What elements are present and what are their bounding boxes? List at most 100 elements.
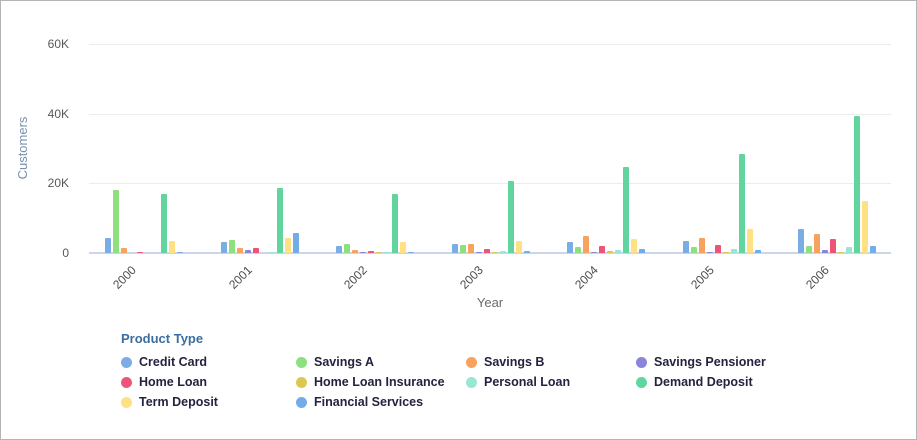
legend-swatch-icon bbox=[466, 356, 477, 368]
legend-item-home-loan[interactable]: Home Loan bbox=[121, 375, 296, 389]
bar-home-loan-2003 bbox=[483, 248, 490, 253]
legend-item-demand-deposit[interactable]: Demand Deposit bbox=[636, 375, 826, 389]
bar-demand-deposit-2006 bbox=[854, 116, 860, 253]
bar-personal-loan-2005 bbox=[730, 248, 737, 253]
legend-item-credit-card[interactable]: Credit Card bbox=[121, 355, 296, 369]
bar-personal-loan-2002 bbox=[384, 252, 390, 253]
bar-savings-b-2003 bbox=[467, 244, 474, 253]
bar-home-loan-insurance-2002 bbox=[376, 252, 382, 253]
legend-item-savings-b[interactable]: Savings B bbox=[466, 355, 636, 369]
bar-savings-b-2002 bbox=[352, 249, 358, 253]
bar-financial-services-2000 bbox=[177, 252, 183, 253]
bar-credit-card-2000 bbox=[105, 238, 111, 253]
bar-financial-services-2001 bbox=[292, 233, 299, 253]
legend-item-home-loan-insurance[interactable]: Home Loan Insurance bbox=[296, 375, 466, 389]
y-tick-60K: 60K bbox=[47, 37, 69, 51]
legend-item-savings-a[interactable]: Savings A bbox=[296, 355, 466, 369]
legend-label: Financial Services bbox=[314, 395, 424, 409]
legend-item-savings-pensioner[interactable]: Savings Pensioner bbox=[636, 355, 826, 369]
bar-home-loan-2006 bbox=[830, 239, 836, 253]
bar-term-deposit-2004 bbox=[631, 238, 637, 253]
x-tick-2002: 2002 bbox=[341, 263, 370, 292]
legend-swatch-icon bbox=[296, 356, 307, 368]
bar-home-loan-insurance-2005 bbox=[722, 252, 729, 253]
bar-savings-pensioner-2002 bbox=[360, 252, 366, 253]
legend-label: Savings A bbox=[314, 355, 374, 369]
bar-home-loan-2004 bbox=[599, 246, 605, 253]
x-tick-2000: 2000 bbox=[110, 263, 139, 292]
bar-term-deposit-2002 bbox=[400, 242, 406, 253]
legend-item-term-deposit[interactable]: Term Deposit bbox=[121, 395, 296, 409]
legend-item-personal-loan[interactable]: Personal Loan bbox=[466, 375, 636, 389]
bar-personal-loan-2004 bbox=[615, 249, 621, 253]
bar-home-loan-insurance-2004 bbox=[607, 250, 613, 253]
legend-swatch-icon bbox=[636, 356, 647, 368]
bar-home-loan-2000 bbox=[137, 251, 143, 253]
legend-items: Credit Card Savings A Savings B Savings Pen… bbox=[121, 355, 826, 409]
bar-financial-services-2004 bbox=[639, 249, 645, 253]
bar-savings-a-2000 bbox=[113, 190, 119, 253]
x-tick-2004: 2004 bbox=[572, 263, 601, 292]
legend-swatch-icon bbox=[121, 356, 132, 368]
bar-credit-card-2004 bbox=[567, 242, 573, 253]
bar-savings-pensioner-2004 bbox=[591, 252, 597, 253]
legend-item-financial-services[interactable]: Financial Services bbox=[296, 395, 466, 409]
bar-demand-deposit-2004 bbox=[623, 167, 629, 253]
bar-financial-services-2003 bbox=[523, 251, 530, 253]
bar-savings-pensioner-2005 bbox=[706, 251, 713, 253]
bar-financial-services-2002 bbox=[408, 251, 414, 253]
bar-home-loan-2001 bbox=[252, 248, 259, 253]
x-axis-title: Year bbox=[476, 295, 504, 310]
legend-swatch-icon bbox=[121, 376, 132, 388]
x-tick-2006: 2006 bbox=[803, 263, 832, 292]
legend-label: Demand Deposit bbox=[654, 375, 753, 389]
y-tick-40K: 40K bbox=[47, 106, 69, 121]
legend-label: Savings B bbox=[484, 355, 545, 369]
bar-savings-b-2005 bbox=[698, 238, 705, 253]
bar-savings-pensioner-2006 bbox=[822, 249, 828, 253]
bar-term-deposit-2003 bbox=[515, 241, 522, 253]
bar-term-deposit-2005 bbox=[746, 228, 753, 253]
legend-swatch-icon bbox=[636, 376, 647, 388]
bar-credit-card-2001 bbox=[220, 241, 227, 253]
legend-label: Personal Loan bbox=[484, 375, 571, 389]
bar-credit-card-2006 bbox=[798, 229, 804, 253]
bar-home-loan-insurance-2003 bbox=[491, 252, 498, 253]
bar-demand-deposit-2003 bbox=[507, 180, 514, 253]
bar-savings-b-2000 bbox=[121, 247, 127, 253]
bar-savings-pensioner-2001 bbox=[244, 249, 251, 253]
bar-savings-b-2004 bbox=[583, 235, 589, 253]
y-tick-20K: 20K bbox=[47, 176, 69, 191]
x-axis-line bbox=[89, 252, 891, 254]
bar-demand-deposit-2001 bbox=[276, 187, 283, 253]
legend-label: Home Loan bbox=[139, 375, 208, 389]
gridline-20K bbox=[89, 183, 891, 185]
legend-swatch-icon bbox=[121, 396, 132, 408]
legend-swatch-icon bbox=[296, 396, 307, 408]
bar-demand-deposit-2000 bbox=[161, 193, 167, 253]
bar-demand-deposit-2005 bbox=[738, 154, 745, 253]
plot-area bbox=[89, 44, 891, 253]
bar-term-deposit-2006 bbox=[862, 200, 868, 253]
bar-savings-a-2006 bbox=[806, 246, 812, 253]
legend-label: Savings Pensioner bbox=[654, 355, 766, 369]
bar-savings-a-2003 bbox=[459, 245, 466, 253]
bar-savings-pensioner-2003 bbox=[475, 252, 482, 253]
y-tick-0: 0 bbox=[62, 246, 69, 260]
bar-home-loan-2002 bbox=[368, 250, 374, 253]
bar-savings-b-2001 bbox=[236, 248, 243, 253]
legend-swatch-icon bbox=[296, 376, 307, 388]
bar-financial-services-2006 bbox=[870, 245, 876, 253]
bar-credit-card-2005 bbox=[682, 240, 689, 253]
legend-label: Credit Card bbox=[139, 355, 208, 369]
legend-title: Product Type bbox=[121, 331, 204, 346]
bar-term-deposit-2001 bbox=[284, 238, 291, 253]
legend-swatch-icon bbox=[466, 376, 477, 388]
y-axis-title: Customers bbox=[15, 116, 30, 180]
legend-label: Home Loan Insurance bbox=[314, 375, 445, 389]
gridline-40K bbox=[89, 113, 891, 115]
x-tick-2005: 2005 bbox=[687, 263, 717, 292]
legend: Product Type Credit Card Savings A Savings… bbox=[121, 331, 826, 409]
bar-savings-a-2005 bbox=[690, 247, 697, 253]
